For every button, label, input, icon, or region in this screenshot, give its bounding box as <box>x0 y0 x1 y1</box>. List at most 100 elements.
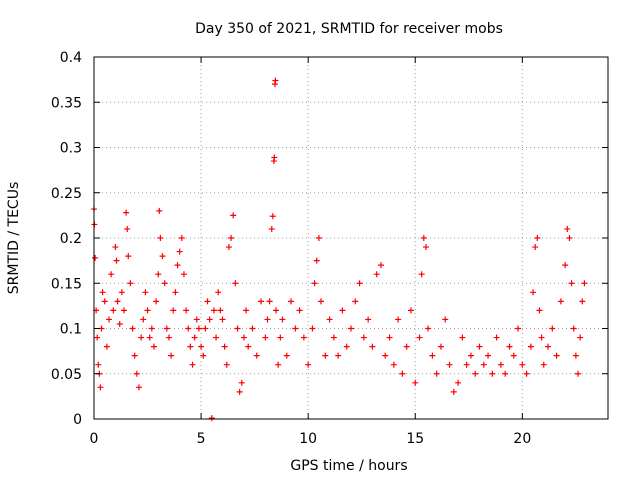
data-point <box>530 289 537 296</box>
data-point <box>108 271 115 278</box>
data-point <box>176 248 183 255</box>
data-point <box>315 235 322 241</box>
data-point <box>159 253 166 260</box>
data-point <box>180 271 187 278</box>
data-point <box>412 379 419 386</box>
y-tick-label: 0.4 <box>60 50 82 66</box>
data-point <box>97 384 104 391</box>
data-point <box>268 225 275 232</box>
data-point <box>502 370 509 377</box>
data-point <box>335 352 342 359</box>
data-point <box>120 307 127 314</box>
data-point <box>493 334 500 341</box>
data-point <box>540 361 547 368</box>
data-point <box>219 316 226 323</box>
data-point <box>228 235 235 241</box>
x-tick-label: 10 <box>299 431 317 447</box>
data-point <box>142 289 149 296</box>
data-point <box>386 334 393 341</box>
data-point <box>570 325 577 332</box>
data-points <box>91 77 588 422</box>
y-tick-label: 0.35 <box>51 95 82 111</box>
data-point <box>189 361 196 368</box>
data-point <box>116 320 123 327</box>
data-point <box>168 352 175 359</box>
data-point <box>129 325 136 332</box>
data-point <box>288 298 295 305</box>
data-point <box>352 298 359 305</box>
data-point <box>245 343 252 350</box>
y-tick-label: 0.1 <box>60 322 82 338</box>
grid <box>94 57 608 419</box>
data-point <box>459 334 466 341</box>
data-point <box>204 298 211 305</box>
data-point <box>305 361 312 368</box>
y-tick-label: 0.05 <box>51 367 82 383</box>
data-point <box>118 289 125 296</box>
data-point <box>208 415 215 422</box>
data-point <box>178 235 185 241</box>
data-point <box>206 316 213 323</box>
data-point <box>202 325 209 332</box>
y-axis-title: SRMTID / TECUs <box>6 182 22 295</box>
chart-title: Day 350 of 2021, SRMTID for receiver mob… <box>195 21 503 37</box>
data-point <box>157 235 164 241</box>
data-point <box>425 325 432 332</box>
y-tick-label: 0 <box>73 412 82 428</box>
data-point <box>564 225 571 232</box>
x-tick-label: 20 <box>513 431 531 447</box>
data-point <box>360 334 367 341</box>
data-point <box>200 352 207 359</box>
data-point <box>230 212 237 219</box>
data-point <box>523 370 530 377</box>
data-point <box>150 343 157 350</box>
data-point <box>455 379 462 386</box>
data-point <box>572 352 579 359</box>
data-point <box>377 262 384 269</box>
data-point <box>497 361 504 368</box>
data-point <box>480 361 487 368</box>
data-point <box>485 352 492 359</box>
data-point <box>253 352 260 359</box>
x-tick-label: 15 <box>406 431 424 447</box>
data-point <box>369 343 376 350</box>
data-point <box>172 289 179 296</box>
data-point <box>223 361 230 368</box>
y-axis: 0 0.05 0.1 0.15 0.2 0.25 0.3 0.35 0.4 <box>51 50 608 428</box>
data-point <box>418 271 425 278</box>
data-point <box>420 235 427 241</box>
data-point <box>113 257 120 264</box>
data-point <box>534 235 541 241</box>
y-tick-label: 0.25 <box>51 186 82 202</box>
data-point <box>399 370 406 377</box>
data-point <box>191 334 198 341</box>
data-point <box>262 334 269 341</box>
data-point <box>131 352 138 359</box>
data-point <box>155 271 162 278</box>
data-point <box>217 307 224 314</box>
data-point <box>133 370 140 377</box>
data-point <box>463 361 470 368</box>
data-point <box>210 307 217 314</box>
data-point <box>124 225 131 232</box>
data-point <box>476 343 483 350</box>
data-point <box>163 325 170 332</box>
data-point <box>185 325 192 332</box>
data-point <box>99 289 106 296</box>
data-point <box>110 307 117 314</box>
y-tick-label: 0.3 <box>60 141 82 157</box>
data-point <box>562 262 569 269</box>
data-point <box>343 343 350 350</box>
data-point <box>249 325 256 332</box>
data-point <box>442 316 449 323</box>
data-point <box>101 298 108 305</box>
data-point <box>472 370 479 377</box>
data-point <box>437 343 444 350</box>
data-point <box>269 213 276 220</box>
y-tick-label: 0.2 <box>60 231 82 247</box>
data-point <box>532 244 539 251</box>
data-point <box>161 280 168 287</box>
data-point <box>422 244 429 251</box>
data-point <box>300 334 307 341</box>
data-point <box>356 280 363 287</box>
